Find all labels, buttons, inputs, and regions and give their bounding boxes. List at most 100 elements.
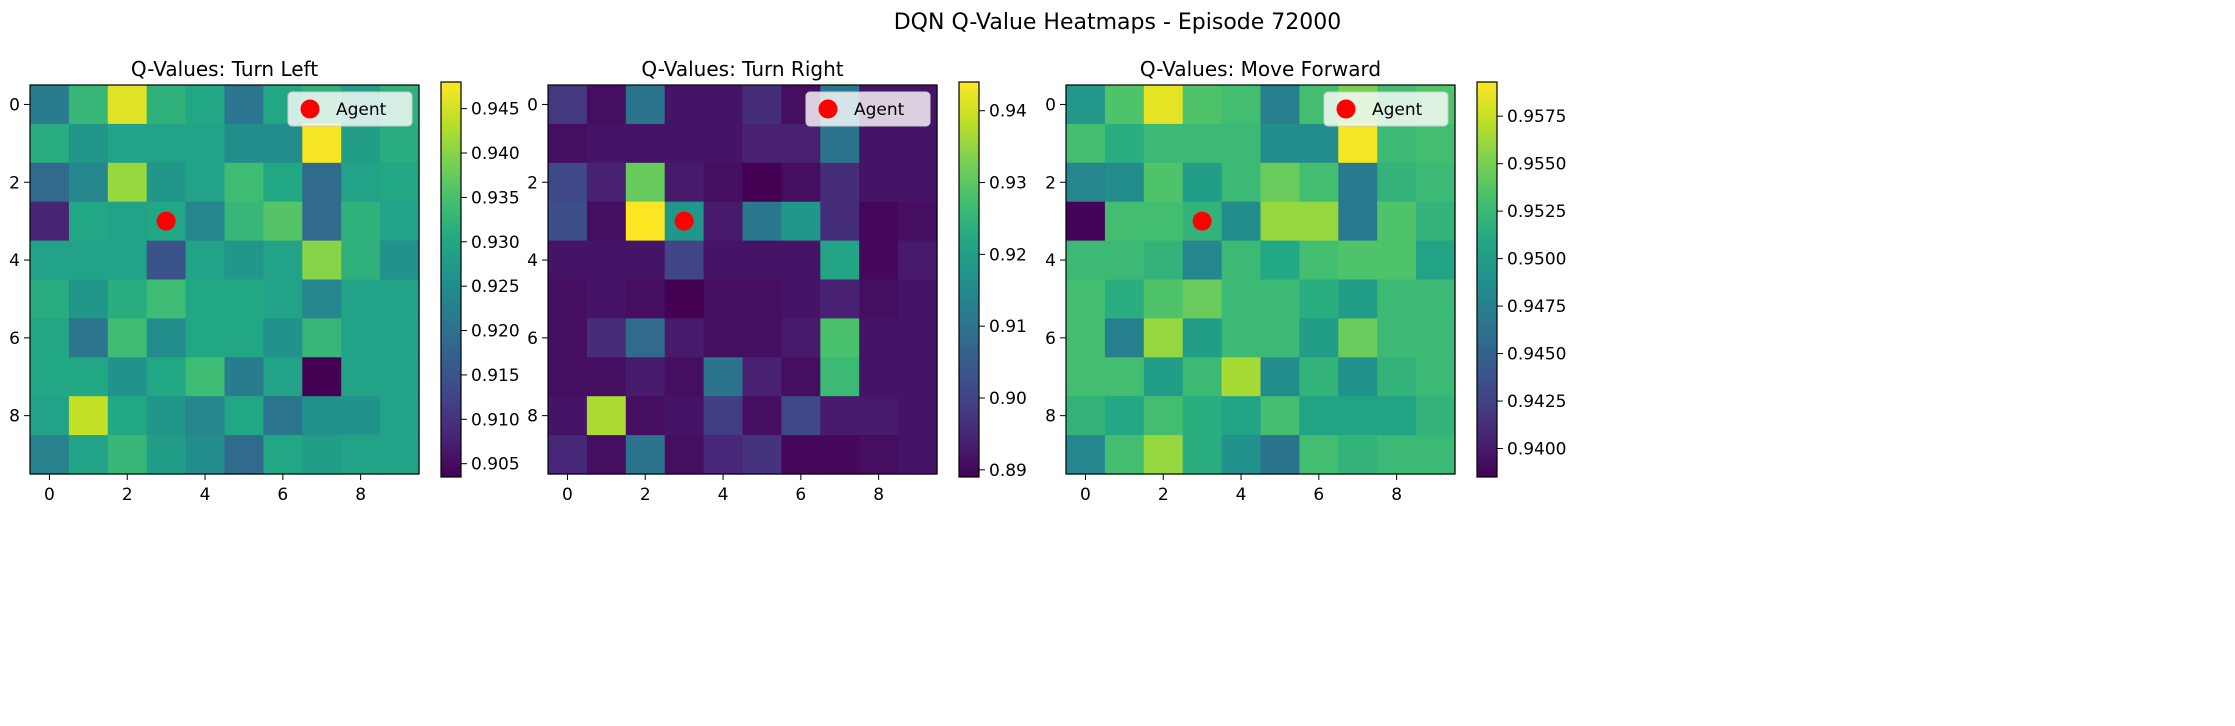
heatmap-cell (1104, 279, 1145, 319)
heatmap-cell (1104, 201, 1145, 242)
heatmap-cell (380, 279, 420, 319)
heatmap-cell (185, 318, 226, 358)
heatmap-cell (263, 123, 303, 164)
heatmap-cell (224, 201, 264, 242)
heatmap-cell (1143, 318, 1184, 358)
heatmap-cell (224, 357, 264, 397)
heatmap-cell (107, 162, 148, 203)
y-tick-label: 4 (527, 251, 538, 271)
heatmap-cell (1338, 162, 1378, 203)
heatmap-cell (664, 85, 705, 125)
colorbar-tick-label: 0.915 (471, 366, 520, 386)
agent-marker (156, 211, 176, 231)
heatmap-cell (1066, 279, 1106, 319)
legend-box (1323, 91, 1449, 127)
heatmap-cell (586, 201, 627, 242)
heatmap-cell (781, 162, 821, 203)
heatmap-cell (146, 123, 187, 164)
heatmap-cell (263, 357, 303, 397)
heatmap-cell (1260, 396, 1300, 436)
heatmap-cell (1299, 201, 1339, 242)
heatmap-cell (302, 435, 342, 475)
heatmap-cell (341, 279, 381, 319)
heatmap-cell (703, 85, 744, 125)
heatmap-cell (1143, 435, 1184, 475)
heatmap-cell (185, 357, 226, 397)
heatmap-cell (820, 396, 860, 436)
x-tick-label: 6 (1313, 485, 1324, 505)
heatmap-cell (1416, 318, 1456, 358)
legend: Agent (805, 91, 931, 127)
heatmap-cell (224, 318, 264, 358)
heatmap-cell (625, 123, 666, 164)
heatmap-cell (859, 396, 899, 436)
heatmap-cell (1182, 162, 1223, 203)
heatmap-cell (30, 357, 70, 397)
heatmap-cell (30, 396, 70, 436)
heatmap-cell (68, 279, 109, 319)
y-tick-label: 2 (1045, 173, 1056, 193)
legend-label: Agent (336, 100, 387, 120)
heatmap-cell (859, 357, 899, 397)
heatmap-cell (1338, 201, 1378, 242)
heatmap-cell (898, 318, 938, 358)
colorbar-tick-label: 0.9400 (1507, 440, 1566, 460)
heatmap-cell (1182, 435, 1223, 475)
x-tick-label: 0 (1080, 485, 1091, 505)
heatmap-cell (703, 396, 744, 436)
heatmap-cell (548, 240, 588, 281)
heatmap-cell (1416, 201, 1456, 242)
heatmap-cell (859, 201, 899, 242)
heatmap-cell (1299, 279, 1339, 319)
heatmap-cell (380, 396, 420, 436)
heatmap-cell (1416, 162, 1456, 203)
heatmap-cell (380, 201, 420, 242)
y-tick-label: 8 (1045, 407, 1056, 427)
heatmap-cell (898, 396, 938, 436)
colorbar-tick-label: 0.89 (989, 461, 1027, 481)
heatmap-cell (30, 123, 70, 164)
heatmap-cell (781, 318, 821, 358)
panel-title: Q-Values: Move Forward (1140, 57, 1381, 81)
heatmap-cell (820, 318, 860, 358)
heatmap-cell (1299, 162, 1339, 203)
colorbar-tick-label: 0.9450 (1507, 345, 1566, 365)
agent-marker (1192, 211, 1212, 231)
heatmap-cell (898, 279, 938, 319)
heatmap-cell (1182, 85, 1223, 125)
heatmap-cell (586, 396, 627, 436)
legend: Agent (287, 91, 413, 127)
heatmap-cell (625, 396, 666, 436)
heatmap-cell (380, 123, 420, 164)
heatmap-cell (625, 240, 666, 281)
y-tick-label: 0 (9, 95, 20, 115)
heatmap-cell (224, 240, 264, 281)
heatmap-cell (341, 357, 381, 397)
heatmap-cell (898, 201, 938, 242)
heatmap-cell (664, 240, 705, 281)
heatmap-cell (185, 279, 226, 319)
heatmap-cell (742, 435, 782, 475)
heatmap-cell (1182, 240, 1223, 281)
heatmap-cell (1066, 357, 1106, 397)
heatmap-cell (1143, 396, 1184, 436)
heatmap-cell (1377, 396, 1417, 436)
heatmap-cell (1066, 318, 1106, 358)
legend-agent-marker (818, 99, 838, 119)
heatmap-cell (548, 435, 588, 475)
heatmap-cell (68, 240, 109, 281)
heatmap-cell (1104, 357, 1145, 397)
heatmap-cell (703, 162, 744, 203)
heatmap-cell (1260, 435, 1300, 475)
heatmap-cell (341, 396, 381, 436)
y-tick-label: 2 (9, 173, 20, 193)
heatmap-cell (859, 318, 899, 358)
heatmap-cell (664, 279, 705, 319)
heatmap-cell (625, 279, 666, 319)
heatmap-cell (664, 357, 705, 397)
heatmap-cell (1338, 123, 1378, 164)
heatmap-cell (302, 240, 342, 281)
agent-marker (674, 211, 694, 231)
y-tick-label: 8 (9, 407, 20, 427)
